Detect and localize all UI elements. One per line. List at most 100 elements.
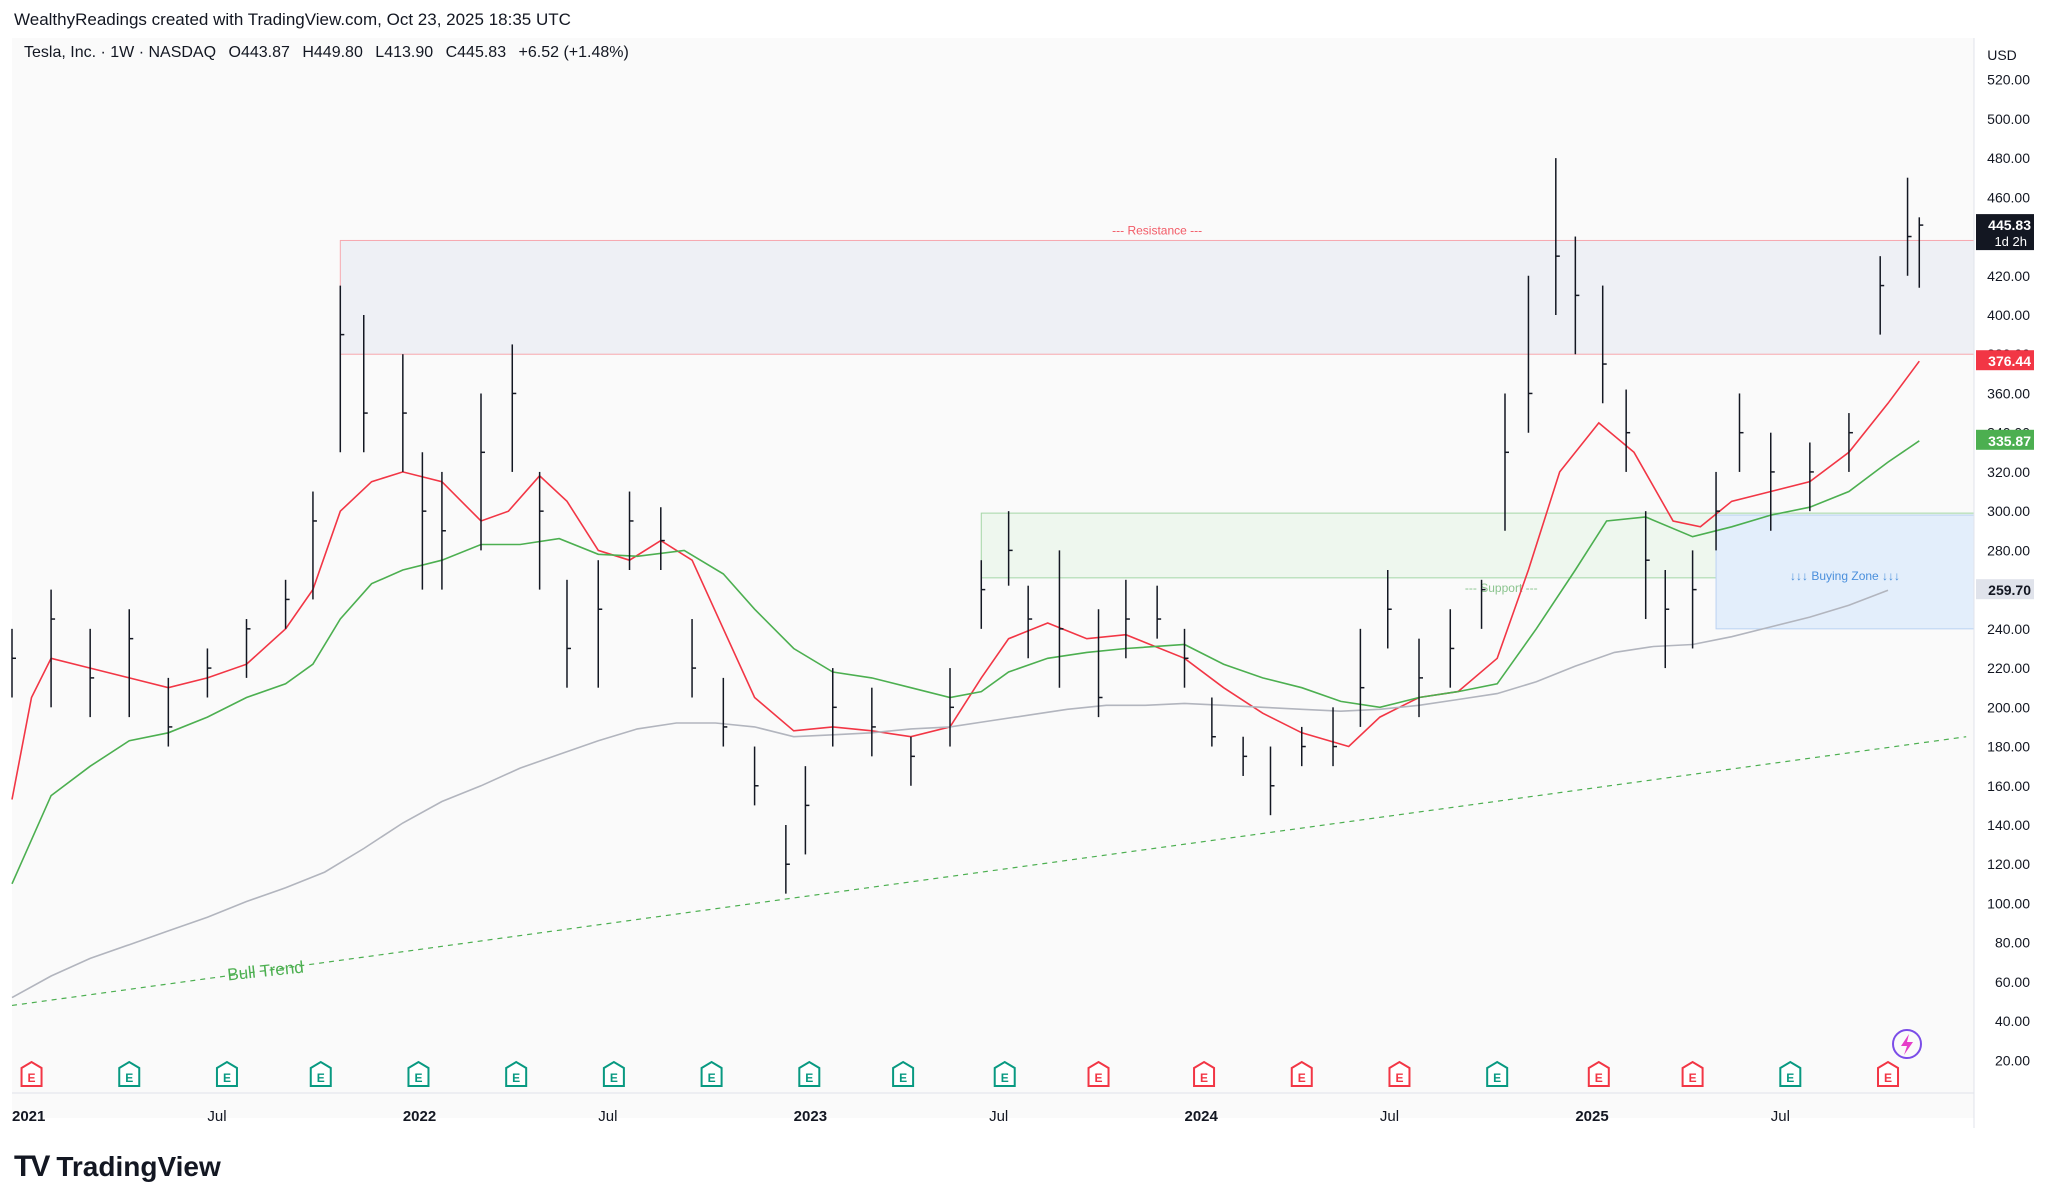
earnings-marker (602, 1060, 625, 1087)
x-tick-label: 2024 (1185, 1108, 1219, 1125)
earnings-marker-icon: E (610, 1071, 618, 1085)
x-tick-label: 2021 (12, 1108, 45, 1125)
earnings-marker-icon: E (1095, 1071, 1103, 1085)
attribution-text: WealthyReadings created with TradingView… (14, 10, 571, 29)
earnings-marker (505, 1060, 528, 1087)
earnings-marker (1877, 1060, 1900, 1087)
ohlc-change: +6.52 (+1.48%) (518, 44, 629, 61)
earnings-marker-icon: E (1595, 1071, 1603, 1085)
currency-label[interactable]: USD (1987, 47, 2017, 63)
earnings-marker-icon: E (1001, 1071, 1009, 1085)
y-tick-label: 360.00 (1987, 385, 2030, 401)
earnings-marker-icon: E (708, 1071, 716, 1085)
symbol-legend[interactable]: Tesla, Inc. · 1W · NASDAQ O443.87 H449.8… (24, 44, 637, 62)
earnings-marker-icon: E (1200, 1071, 1208, 1085)
y-tick-label: 220.00 (1987, 660, 2030, 676)
ohlc-close: C445.83 (445, 44, 507, 61)
earnings-marker (700, 1060, 723, 1087)
tradingview-logo[interactable]: TV TradingView (14, 1150, 221, 1184)
x-tick-label: Jul (207, 1108, 226, 1125)
earnings-marker (1087, 1060, 1110, 1087)
earnings-marker (798, 1060, 821, 1087)
earnings-marker-icon: E (1689, 1071, 1697, 1085)
earnings-marker (1388, 1060, 1411, 1087)
earnings-marker (215, 1060, 238, 1087)
y-tick-label: 60.00 (1995, 974, 2030, 990)
y-tick-label: 100.00 (1987, 895, 2030, 911)
earnings-marker-icon: E (1298, 1071, 1306, 1085)
ohlc-low: L413.90 (375, 44, 434, 61)
zone-label: --- Resistance --- (1112, 223, 1202, 237)
ohlc-open: O443.87 (228, 44, 290, 61)
x-axis-layer: 2021 Jul 2022 Jul 2023 Jul 2024 Jul 2025 Jul (12, 1108, 1790, 1125)
earnings-marker (993, 1060, 1016, 1087)
y-tick-label: 420.00 (1987, 268, 2030, 284)
tradingview-logo-icon: TV (14, 1150, 50, 1183)
zone-resistance (339, 239, 1975, 355)
earnings-marker-icon: E (1395, 1071, 1403, 1085)
earnings-marker (1193, 1060, 1216, 1087)
zone-label: --- Support --- (1465, 581, 1538, 595)
y-tick-label: 240.00 (1987, 621, 2030, 637)
earnings-marker-icon: E (223, 1071, 231, 1085)
price-tag (1976, 350, 2034, 371)
y-tick-label: 40.00 (1995, 1013, 2030, 1029)
x-tick-label: Jul (989, 1108, 1008, 1125)
y-tick-label: 320.00 (1987, 464, 2030, 480)
earnings-marker (118, 1060, 141, 1087)
earnings-marker-icon: E (1884, 1071, 1892, 1085)
x-tick-label: 2023 (794, 1108, 827, 1125)
earnings-marker-icon: E (125, 1071, 133, 1085)
price-tag-label: 335.87 (1988, 433, 2031, 449)
x-tick-label: Jul (1380, 1108, 1399, 1125)
y-tick-label: 280.00 (1987, 542, 2030, 558)
price-tag (1976, 214, 2034, 251)
earnings-marker (1290, 1060, 1313, 1087)
earnings-marker (1587, 1060, 1610, 1087)
y-tick-label: 160.00 (1987, 778, 2030, 794)
earnings-marker (1779, 1060, 1802, 1087)
x-tick-label: Jul (1771, 1108, 1790, 1125)
price-tag (1976, 429, 2034, 450)
y-tick-label: 300.00 (1987, 503, 2030, 519)
y-tick-label: 500.00 (1987, 111, 2030, 127)
earnings-marker-icon: E (317, 1071, 325, 1085)
price-tag-countdown: 1d 2h (1994, 234, 2027, 249)
ohlc-high: H449.80 (302, 44, 363, 61)
earnings-marker (1486, 1060, 1509, 1087)
earnings-marker (309, 1060, 332, 1087)
earnings-marker (1681, 1060, 1704, 1087)
price-tag (1976, 579, 2034, 600)
earnings-marker (892, 1060, 915, 1087)
y-tick-label: 120.00 (1987, 856, 2030, 872)
price-tag-label: 445.83 (1988, 217, 2031, 233)
price-tag-label: 376.44 (1988, 353, 2031, 369)
lightning-icon[interactable] (1892, 1029, 1922, 1059)
zone-label: ↓↓↓ Buying Zone ↓↓↓ (1790, 569, 1900, 583)
y-tick-label: 400.00 (1987, 307, 2030, 323)
y-tick-label: 140.00 (1987, 817, 2030, 833)
earnings-marker-icon: E (414, 1071, 422, 1085)
symbol-name: Tesla, Inc. · 1W · NASDAQ (24, 44, 217, 61)
earnings-marker-icon: E (28, 1071, 36, 1085)
y-tick-label: 460.00 (1987, 189, 2030, 205)
earnings-marker (20, 1060, 43, 1087)
bull-trend-line (11, 736, 1967, 1007)
x-tick-label: 2022 (403, 1108, 436, 1125)
earnings-marker-icon: E (512, 1071, 520, 1085)
earnings-marker-icon: E (1786, 1071, 1794, 1085)
y-axis-layer: 20.00 40.00 60.00 80.00 100.00 120.00 140.00 16… (1987, 72, 2030, 1069)
y-tick-label: 80.00 (1995, 935, 2030, 951)
y-tick-label: 200.00 (1987, 699, 2030, 715)
brand-name: TradingView (56, 1151, 221, 1182)
y-tick-label: 480.00 (1987, 150, 2030, 166)
earnings-marker-icon: E (899, 1071, 907, 1085)
x-tick-label: 2025 (1575, 1108, 1608, 1125)
y-tick-label: 180.00 (1987, 739, 2030, 755)
earnings-marker (407, 1060, 430, 1087)
x-tick-label: Jul (598, 1108, 617, 1125)
zone-buying-zone (1715, 514, 1975, 630)
